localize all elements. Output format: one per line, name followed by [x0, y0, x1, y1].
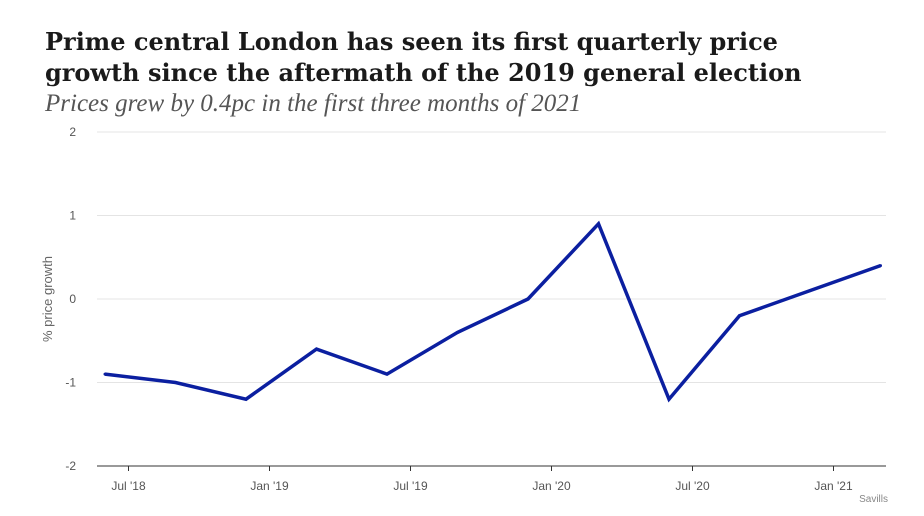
- y-tick-label: 1: [69, 209, 76, 223]
- data-point: [667, 397, 671, 401]
- y-axis-label: % price growth: [40, 256, 55, 342]
- data-points: [103, 222, 882, 401]
- x-tick-label: Jul '20: [675, 479, 710, 493]
- y-tick-label: 0: [69, 292, 76, 306]
- y-tick-label: -1: [65, 376, 76, 390]
- data-point: [597, 222, 600, 226]
- y-tick-label: -2: [65, 459, 76, 473]
- x-tick-label: Jan '21: [814, 479, 853, 493]
- data-point: [456, 330, 459, 334]
- chart-title: Prime central London has seen its first …: [45, 27, 802, 87]
- gridlines: [97, 131, 886, 383]
- source-note: Savills: [859, 494, 888, 505]
- data-point: [808, 289, 812, 293]
- x-axis-ticks: Jul '18 Jan '19 Jul '19 Jan '20 Jul '20 Jan '…: [111, 466, 853, 493]
- data-point: [174, 381, 177, 384]
- data-point: [244, 397, 248, 401]
- y-axis-ticks: 2 1 0 -1 -2: [65, 125, 76, 473]
- y-tick-label: 2: [69, 125, 76, 139]
- x-tick-label: Jul '18: [111, 479, 146, 493]
- data-point: [315, 347, 318, 351]
- data-point: [879, 264, 882, 268]
- x-tick-label: Jan '20: [532, 479, 571, 493]
- data-point: [385, 372, 389, 376]
- data-point: [738, 314, 741, 318]
- data-point: [103, 372, 107, 376]
- series-line: [104, 220, 882, 403]
- data-point: [526, 297, 530, 301]
- chart-subtitle: Prices grew by 0.4pc in the first three …: [45, 90, 582, 117]
- x-tick-label: Jul '19: [393, 479, 428, 493]
- x-tick-label: Jan '19: [250, 479, 289, 493]
